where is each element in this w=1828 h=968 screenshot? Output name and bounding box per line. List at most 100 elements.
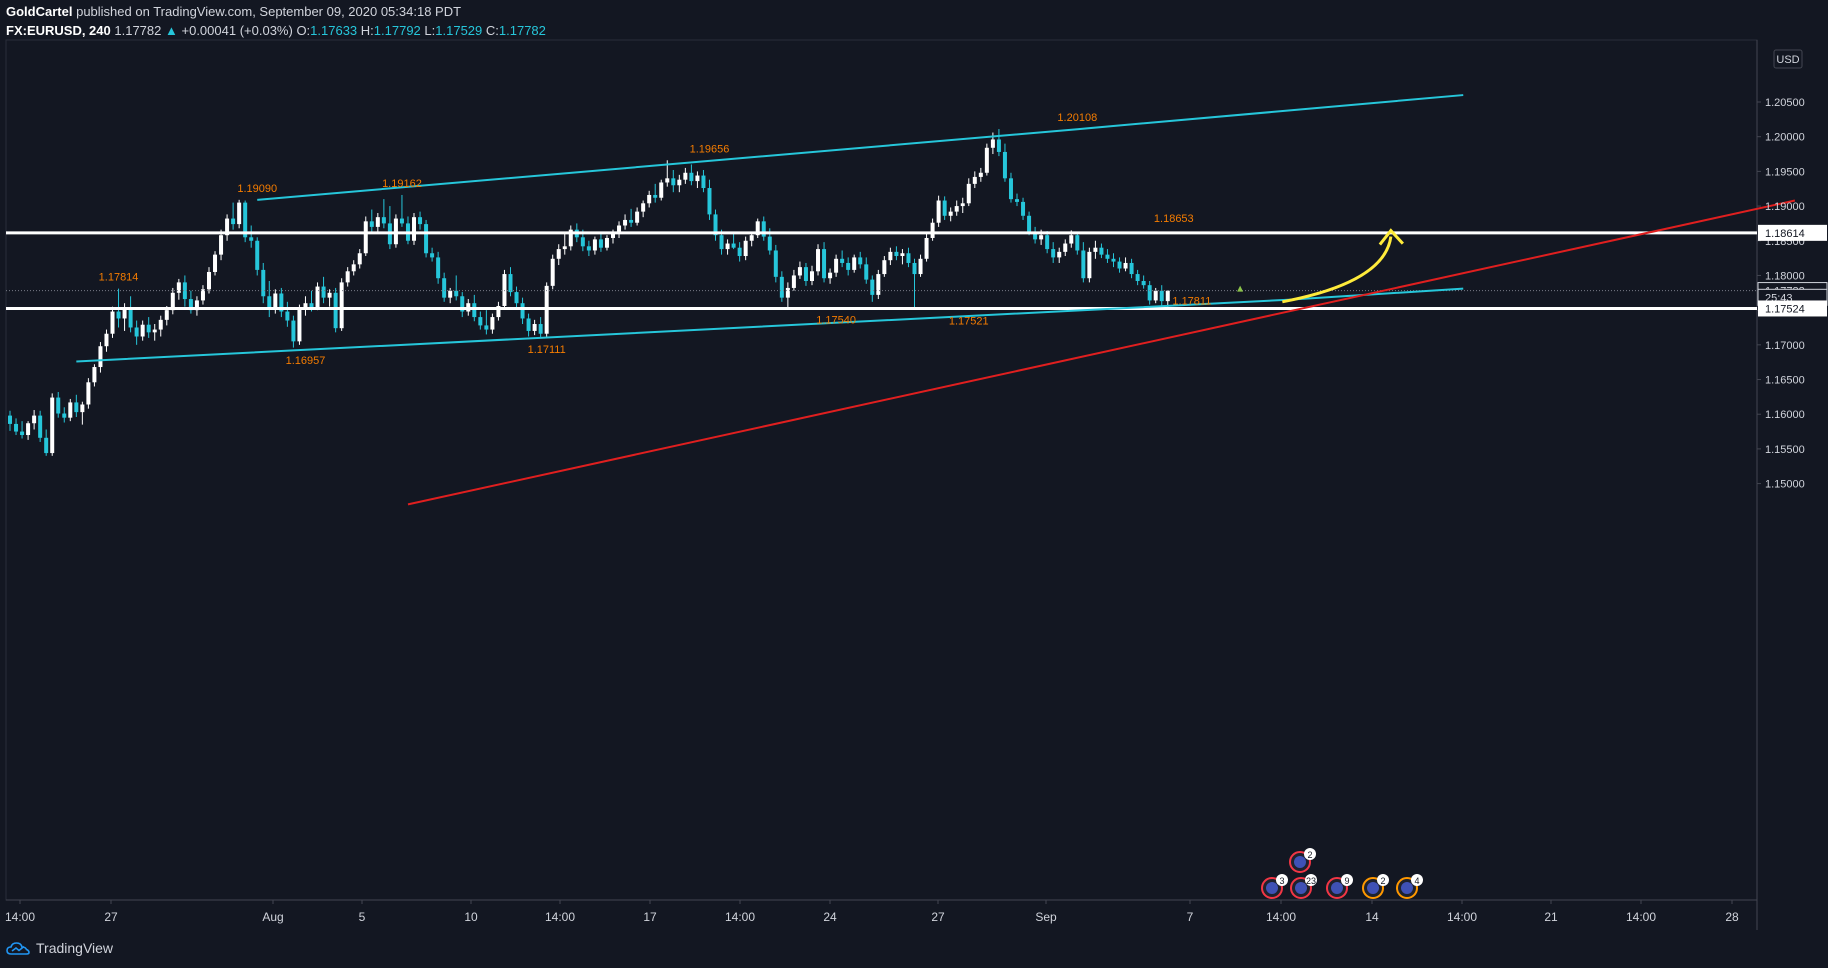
candle-body (641, 203, 646, 212)
candle-body (960, 203, 965, 207)
event-count-badge (1341, 874, 1353, 886)
footer-brand[interactable]: TradingView (6, 940, 113, 956)
candle-body (918, 258, 923, 275)
low-label: L: (424, 23, 436, 38)
candle-body (725, 243, 730, 250)
candle-body (442, 278, 447, 298)
candle-body (1075, 235, 1080, 251)
flag-icon (1331, 882, 1343, 894)
swing-price-label: 1.17111 (528, 344, 566, 356)
channel-upper-line[interactable] (257, 94, 1464, 201)
event-count: 2 (1380, 876, 1385, 886)
candle-body (297, 308, 302, 342)
x-tick-label: 14:00 (545, 910, 575, 924)
candle-body (273, 293, 278, 309)
candle-body (158, 319, 163, 330)
currency-button[interactable] (1773, 49, 1803, 69)
open-label: O: (296, 23, 311, 38)
candle-body (550, 258, 555, 286)
candle-body (1051, 249, 1056, 258)
candle-body (695, 175, 700, 182)
candle-body (520, 303, 525, 319)
candle-body (743, 240, 748, 257)
x-tick-label: 14:00 (1447, 910, 1477, 924)
candle-body (1141, 281, 1146, 286)
candle-body (188, 299, 193, 311)
candle-body (713, 214, 718, 236)
x-tick-label: 27 (931, 910, 945, 924)
candle-body (8, 415, 12, 424)
candle-body (840, 258, 845, 263)
flag-icon (1294, 856, 1306, 868)
candle-body (924, 237, 929, 259)
candle-body (110, 311, 115, 334)
candle-body (303, 303, 308, 309)
tradingview-cloud-icon (6, 942, 30, 955)
candle-body (598, 239, 603, 248)
candle-body (900, 253, 905, 257)
candle-body (436, 257, 441, 279)
candle-body (514, 292, 519, 304)
candle-body (255, 240, 260, 270)
candle-body (339, 282, 344, 329)
candle-body (68, 402, 73, 418)
support-trendline[interactable] (407, 199, 1796, 506)
candle-body (767, 236, 772, 251)
candle-body (321, 286, 326, 298)
candle-body (737, 247, 742, 257)
candle-body (430, 253, 435, 258)
candle-body (243, 202, 248, 238)
candle-body (647, 194, 652, 204)
candle-body (755, 221, 760, 236)
candle-body (996, 139, 1001, 152)
y-tick-label: 1.19000 (1765, 201, 1805, 213)
flag-icon (1401, 882, 1413, 894)
candle-body (86, 382, 91, 405)
swing-price-label: 1.17814 (99, 271, 139, 283)
candle-body (351, 264, 356, 272)
candle-body (936, 200, 941, 223)
candle-body (797, 267, 802, 276)
publish-info: published on TradingView.com, September … (76, 4, 462, 19)
candle-body (345, 271, 350, 283)
y-tick-label: 1.17000 (1765, 340, 1805, 352)
candle-body (1159, 290, 1164, 302)
candle-body (399, 218, 404, 224)
candle-body (412, 217, 417, 241)
candle-body (1027, 215, 1032, 233)
candle-body (1008, 178, 1013, 200)
candle-body (858, 257, 863, 265)
candle-body (779, 276, 784, 298)
candle-body (852, 257, 857, 270)
candle-body (888, 251, 893, 261)
candle-body (683, 172, 688, 180)
channel-lower-line[interactable] (76, 287, 1464, 363)
chart-header: GoldCartel published on TradingView.com,… (6, 4, 546, 39)
candle-body (1099, 247, 1104, 255)
candle-body (617, 225, 622, 234)
candle-body (707, 188, 712, 215)
x-tick-label: 28 (1725, 910, 1739, 924)
event-count: 23 (1306, 876, 1316, 886)
x-tick-label: 14:00 (1266, 910, 1296, 924)
price-change: +0.00041 (+0.03%) (181, 23, 293, 38)
symbol-label[interactable]: FX:EURUSD, 240 (6, 23, 111, 38)
candle-body (876, 274, 881, 295)
candle-body (556, 249, 561, 259)
candle-body (882, 260, 887, 275)
event-count: 9 (1344, 876, 1349, 886)
x-tick-label: 14 (1365, 910, 1379, 924)
swing-price-label: 1.20108 (1057, 112, 1097, 124)
candle-body (279, 293, 284, 312)
candle-body (791, 275, 796, 288)
author-name[interactable]: GoldCartel (6, 4, 73, 19)
candle-body (490, 317, 495, 330)
event-count: 4 (1414, 876, 1419, 886)
candle-body (508, 274, 513, 293)
projection-arrow[interactable] (1282, 236, 1393, 304)
candle-body (1002, 151, 1007, 179)
event-count: 2 (1307, 850, 1312, 860)
candle-body (1129, 262, 1134, 275)
candle-body (200, 289, 205, 301)
